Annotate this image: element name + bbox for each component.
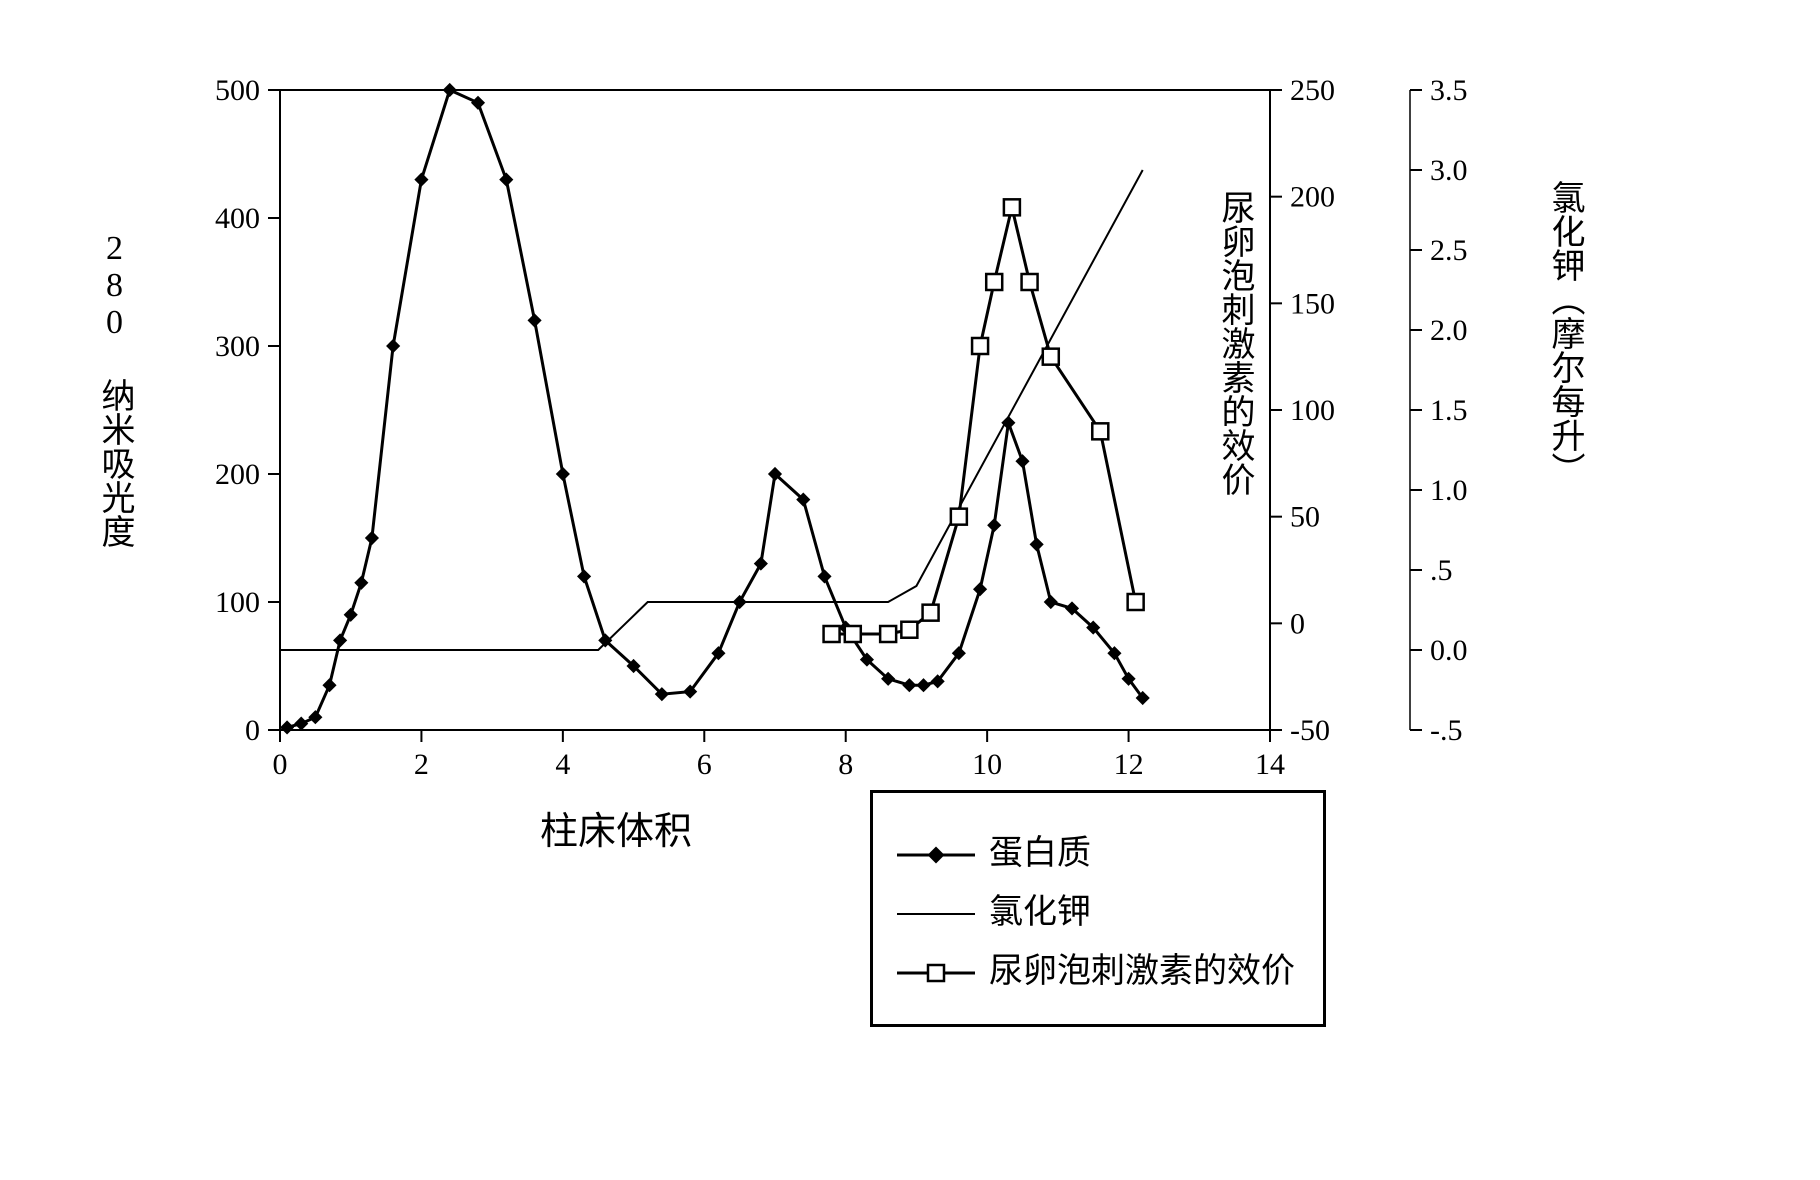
legend: 蛋白质 氯化钾 尿卵泡刺激素的效价 [870, 790, 1326, 1027]
svg-text:6: 6 [697, 748, 712, 781]
legend-label-kcl: 氯化钾 [989, 884, 1091, 933]
svg-text:3.0: 3.0 [1430, 154, 1468, 187]
legend-item-kcl: 氯化钾 [897, 884, 1295, 933]
legend-swatch-kcl [897, 897, 975, 921]
svg-text:0: 0 [273, 748, 288, 781]
svg-text:2.5: 2.5 [1430, 234, 1468, 267]
y-left-label: 280 纳米吸光度 [90, 230, 139, 548]
svg-text:1.0: 1.0 [1430, 474, 1468, 507]
svg-text:0: 0 [245, 714, 260, 747]
svg-text:400: 400 [215, 202, 260, 235]
svg-text:3.5: 3.5 [1430, 74, 1468, 107]
svg-text:.5: .5 [1430, 554, 1453, 587]
legend-swatch-ufsh [897, 956, 975, 980]
svg-text:-50: -50 [1290, 714, 1330, 747]
legend-label-ufsh: 尿卵泡刺激素的效价 [989, 943, 1295, 992]
svg-text:250: 250 [1290, 74, 1335, 107]
svg-text:50: 50 [1290, 501, 1320, 534]
svg-text:4: 4 [555, 748, 570, 781]
svg-text:10: 10 [972, 748, 1002, 781]
svg-text:0.0: 0.0 [1430, 634, 1468, 667]
svg-text:1.5: 1.5 [1430, 394, 1468, 427]
figure-page: { "chart": { "type": "line-multi-axis", … [0, 0, 1820, 1180]
svg-text:2.0: 2.0 [1430, 314, 1468, 347]
svg-text:-.5: -.5 [1430, 714, 1463, 747]
legend-item-protein: 蛋白质 [897, 825, 1295, 874]
y-right-inner-label: 尿卵泡刺激素的效价 [1210, 190, 1259, 496]
y-right-outer-label: 氯化钾（摩尔每升） [1540, 180, 1589, 486]
legend-swatch-protein [897, 838, 975, 862]
svg-text:0: 0 [1290, 607, 1305, 640]
legend-label-protein: 蛋白质 [989, 825, 1091, 874]
svg-text:100: 100 [1290, 394, 1335, 427]
svg-text:150: 150 [1290, 287, 1335, 320]
x-label: 柱床体积 [540, 800, 692, 855]
svg-text:200: 200 [1290, 181, 1335, 214]
svg-text:300: 300 [215, 330, 260, 363]
svg-text:200: 200 [215, 458, 260, 491]
svg-text:12: 12 [1114, 748, 1144, 781]
svg-text:8: 8 [838, 748, 853, 781]
svg-text:14: 14 [1255, 748, 1285, 781]
svg-text:100: 100 [215, 586, 260, 619]
svg-text:2: 2 [414, 748, 429, 781]
svg-text:500: 500 [215, 74, 260, 107]
legend-item-ufsh: 尿卵泡刺激素的效价 [897, 943, 1295, 992]
